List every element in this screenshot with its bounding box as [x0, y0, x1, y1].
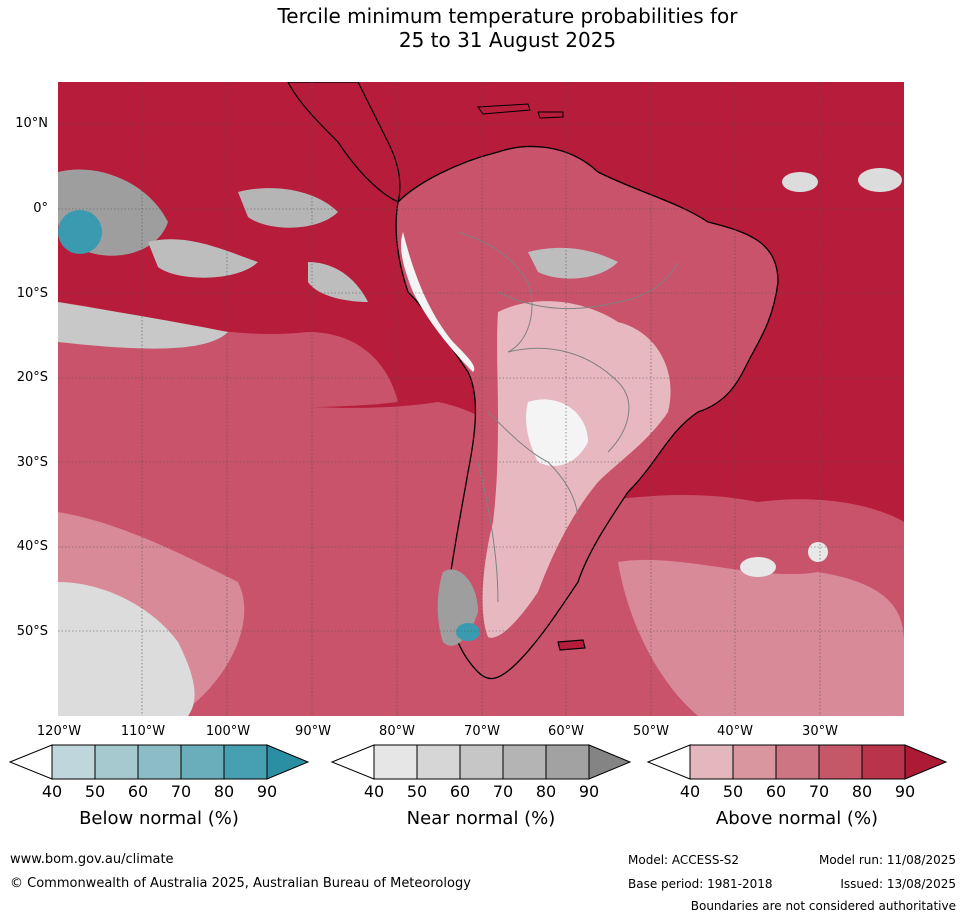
below-normal-bin-70	[180, 744, 225, 780]
title-line-2: 25 to 31 August 2025	[398, 28, 617, 52]
footer-website: www.bom.gov.au/climate	[10, 852, 174, 867]
footer-issued: Issued: 13/08/2025	[840, 877, 956, 891]
near-normal-streak-3	[148, 239, 258, 278]
above-normal-underflow	[646, 744, 691, 780]
above-normal-bin-70	[818, 744, 863, 780]
near-normal-bin-40	[373, 744, 418, 780]
lon-label-30w: 30°W	[802, 724, 838, 739]
lon-label-70w: 70°W	[464, 724, 500, 739]
above-tick-90: 90	[894, 782, 916, 801]
footer-model: Model: ACCESS-S2	[628, 853, 740, 867]
footer-base-period: Base period: 1981-2018	[628, 877, 773, 891]
near-tick-90: 90	[578, 782, 600, 801]
lon-label-110w: 110°W	[120, 724, 166, 739]
near-normal-bin-80	[545, 744, 590, 780]
above-50-interior	[482, 301, 671, 638]
above-tick-50: 50	[722, 782, 744, 801]
lat-label-50s: 50°S	[16, 624, 48, 639]
below-normal-bin-80	[223, 744, 268, 780]
above-normal-overflow	[904, 744, 948, 780]
lat-label-10n: 10°N	[15, 116, 48, 131]
near-normal-andes	[401, 232, 475, 372]
near-tick-60: 60	[449, 782, 471, 801]
near-normal-atlantic-2	[858, 168, 902, 192]
lon-label-40w: 40°W	[717, 724, 753, 739]
below-normal-patagonia	[456, 623, 480, 641]
lon-label-80w: 80°W	[379, 724, 415, 739]
colorbar-near-title: Near normal (%)	[406, 808, 556, 829]
lat-label-30s: 30°S	[16, 455, 48, 470]
below-normal-overflow	[266, 744, 310, 780]
near-tick-70: 70	[492, 782, 514, 801]
near-tick-50: 50	[406, 782, 428, 801]
near-normal-underflow	[330, 744, 375, 780]
lon-label-100w: 100°W	[205, 724, 251, 739]
near-normal-streak-4	[308, 262, 368, 302]
lat-label-40s: 40°S	[16, 539, 48, 554]
footer-copyright: © Commonwealth of Australia 2025, Austra…	[10, 876, 471, 891]
below-normal-underflow	[8, 744, 53, 780]
lon-label-120w: 120°W	[36, 724, 82, 739]
below-normal-eq-pacific	[58, 210, 102, 254]
falkland-islands	[557, 639, 586, 651]
near-normal-bin-70	[502, 744, 547, 780]
near-normal-streak-2	[58, 302, 228, 349]
colorbar-below-normal	[8, 744, 310, 780]
footer-model-run: Model run: 11/08/2025	[818, 853, 956, 867]
below-normal-bin-60	[137, 744, 182, 780]
probability-map	[58, 82, 904, 716]
below-tick-40: 40	[41, 782, 63, 801]
below-tick-90: 90	[256, 782, 278, 801]
above-tick-80: 80	[851, 782, 873, 801]
below-tick-60: 60	[127, 782, 149, 801]
lat-label-10s: 10°S	[16, 286, 48, 301]
near-normal-atlantic-3	[740, 557, 776, 577]
above-normal-bin-40	[689, 744, 734, 780]
lat-label-0: 0°	[33, 201, 48, 216]
above-normal-bin-80	[861, 744, 906, 780]
caribbean-island-1	[477, 103, 531, 115]
lat-label-20s: 20°S	[16, 370, 48, 385]
near-normal-atlantic-4	[808, 542, 828, 562]
colorbar-near-normal	[330, 744, 632, 780]
below-normal-bin-50	[94, 744, 139, 780]
below-normal-bin-40	[51, 744, 96, 780]
colorbar-above-title: Above normal (%)	[715, 808, 879, 829]
map-title: Tercile minimum temperature probabilitie…	[0, 4, 965, 52]
near-normal-atlantic-1	[782, 172, 818, 192]
colorbar-above-normal	[646, 744, 948, 780]
above-tick-60: 60	[765, 782, 787, 801]
lon-label-90w: 90°W	[295, 724, 331, 739]
above-50-patch-se	[618, 559, 904, 716]
above-tick-70: 70	[808, 782, 830, 801]
near-normal-overflow	[588, 744, 632, 780]
lon-label-50w: 50°W	[633, 724, 669, 739]
below-tick-70: 70	[170, 782, 192, 801]
caribbean-island-2	[537, 111, 564, 119]
footer-disclaimer: Boundaries are not considered authoritat…	[690, 899, 956, 913]
title-line-1: Tercile minimum temperature probabilitie…	[277, 4, 738, 28]
near-tick-40: 40	[363, 782, 385, 801]
near-normal-bin-50	[416, 744, 461, 780]
lon-label-60w: 60°W	[548, 724, 584, 739]
near-normal-interior	[526, 399, 588, 466]
map-canvas	[58, 82, 904, 716]
below-tick-80: 80	[213, 782, 235, 801]
near-normal-bin-60	[459, 744, 504, 780]
near-normal-sw-corner	[58, 582, 195, 716]
above-tick-40: 40	[679, 782, 701, 801]
colorbar-below-title: Below normal (%)	[79, 808, 239, 829]
central-america-land	[287, 82, 401, 203]
near-normal-amazon	[528, 247, 618, 279]
below-tick-50: 50	[84, 782, 106, 801]
near-tick-80: 80	[535, 782, 557, 801]
above-normal-bin-50	[732, 744, 777, 780]
graticule	[58, 82, 904, 716]
above-normal-bin-60	[775, 744, 820, 780]
near-normal-streak-1	[238, 188, 338, 228]
